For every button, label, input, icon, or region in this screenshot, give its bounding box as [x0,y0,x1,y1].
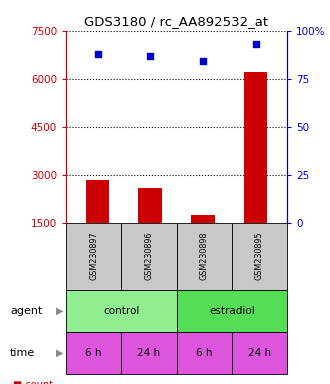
Text: GSM230896: GSM230896 [145,232,153,280]
Text: ▶: ▶ [56,348,63,358]
Text: time: time [10,348,35,358]
Title: GDS3180 / rc_AA892532_at: GDS3180 / rc_AA892532_at [84,15,269,28]
Text: 24 h: 24 h [248,348,271,358]
Text: GSM230897: GSM230897 [89,232,98,280]
Text: agent: agent [10,306,42,316]
Text: GSM230898: GSM230898 [200,232,209,280]
Bar [138,187,162,223]
Text: 6 h: 6 h [85,348,102,358]
Point [200,58,206,65]
Text: control: control [103,306,140,316]
Bar [191,215,215,223]
Bar [244,72,267,223]
Text: ■ count: ■ count [13,380,53,384]
Bar [86,180,110,223]
Point [253,41,258,47]
Point [95,51,100,57]
Text: ▶: ▶ [56,306,63,316]
Text: 24 h: 24 h [137,348,160,358]
Point [148,53,153,59]
Text: estradiol: estradiol [209,306,255,316]
Text: GSM230895: GSM230895 [255,232,264,280]
Text: 6 h: 6 h [196,348,213,358]
